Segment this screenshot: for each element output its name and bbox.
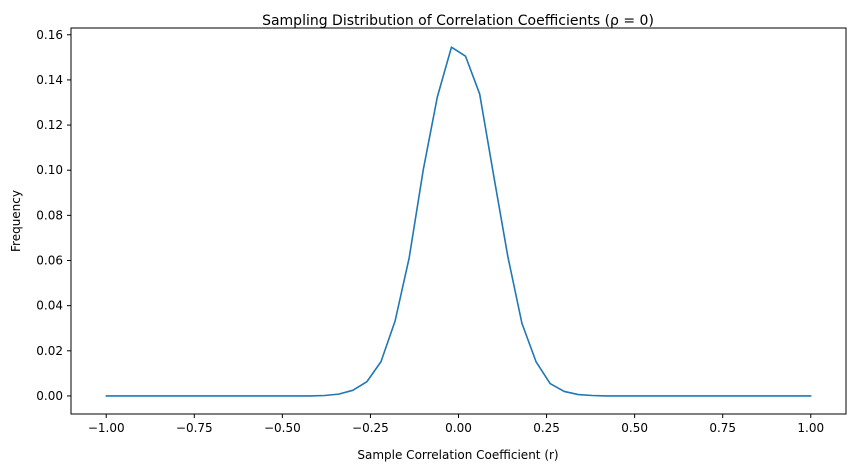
x-tick-label: −1.00 <box>88 421 125 435</box>
x-tick-label: 0.75 <box>709 421 736 435</box>
y-tick-label: 0.00 <box>36 389 63 403</box>
y-axis: 0.00 0.02 0.04 0.06 0.08 0.10 0.12 0.14 0.16 <box>36 28 71 403</box>
x-axis: −1.00 −0.75 −0.50 −0.25 0.00 0.25 0.50 0.75 1.00 <box>88 414 824 435</box>
x-tick-label: −0.50 <box>264 421 301 435</box>
x-tick-label: −0.25 <box>352 421 389 435</box>
series-line <box>105 46 812 397</box>
x-tick-label: 0.00 <box>445 421 472 435</box>
x-tick-label: 0.50 <box>621 421 648 435</box>
plot-area <box>70 27 847 415</box>
x-tick-label: 1.00 <box>797 421 824 435</box>
series-layer <box>105 46 812 397</box>
x-tick-label: 0.25 <box>533 421 560 435</box>
y-tick-label: 0.06 <box>36 254 63 268</box>
x-axis-title: Sample Correlation Coefficient (r) <box>357 448 558 462</box>
y-axis-title: Frequency <box>9 190 23 252</box>
y-tick-label: 0.10 <box>36 163 63 177</box>
x-tick-label: −0.75 <box>176 421 213 435</box>
y-tick-label: 0.12 <box>36 118 63 132</box>
y-tick-label: 0.16 <box>36 28 63 42</box>
y-tick-label: 0.04 <box>36 299 63 313</box>
chart-title: Sampling Distribution of Correlation Coe… <box>262 13 654 29</box>
y-tick-label: 0.08 <box>36 208 63 222</box>
y-tick-label: 0.02 <box>36 344 63 358</box>
y-tick-label: 0.14 <box>36 73 63 87</box>
axes-frame <box>70 27 847 415</box>
